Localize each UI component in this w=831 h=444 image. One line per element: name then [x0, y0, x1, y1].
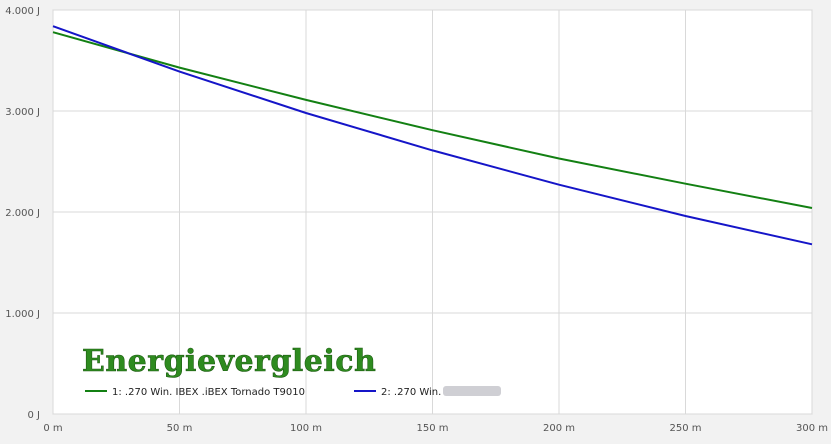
- y-tick-label: 0 J: [28, 410, 41, 421]
- chart-title: Energievergleich: [82, 344, 376, 379]
- legend-label-series-1: 1: .270 Win. IBEX .iBEX Tornado T9010: [112, 387, 305, 398]
- legend: 1: .270 Win. IBEX .iBEX Tornado T9010 2:…: [85, 386, 501, 398]
- y-tick-label: 3.000 J: [5, 107, 40, 118]
- x-axis-ticks: 0 m 50 m 100 m 150 m 200 m 250 m 300 m: [43, 423, 828, 434]
- x-tick-label: 200 m: [543, 423, 575, 434]
- y-tick-label: 2.000 J: [5, 208, 40, 219]
- x-tick-label: 50 m: [167, 423, 193, 434]
- y-tick-label: 4.000 J: [5, 6, 40, 17]
- series-line-1: [52, 31, 813, 209]
- grid-lines: [52, 9, 813, 415]
- x-tick-label: 300 m: [796, 423, 828, 434]
- y-axis-ticks: 0 J 1.000 J 2.000 J 3.000 J 4.000 J: [5, 6, 40, 421]
- legend-label-series-2: 2: .270 Win.: [381, 387, 441, 398]
- x-tick-label: 0 m: [43, 423, 62, 434]
- x-tick-label: 250 m: [669, 423, 701, 434]
- y-tick-label: 1.000 J: [5, 309, 40, 320]
- series-line-2: [52, 25, 813, 246]
- x-tick-label: 100 m: [290, 423, 322, 434]
- series-lines: [52, 25, 813, 246]
- x-tick-label: 150 m: [416, 423, 448, 434]
- redacted-legend-text: [443, 386, 501, 396]
